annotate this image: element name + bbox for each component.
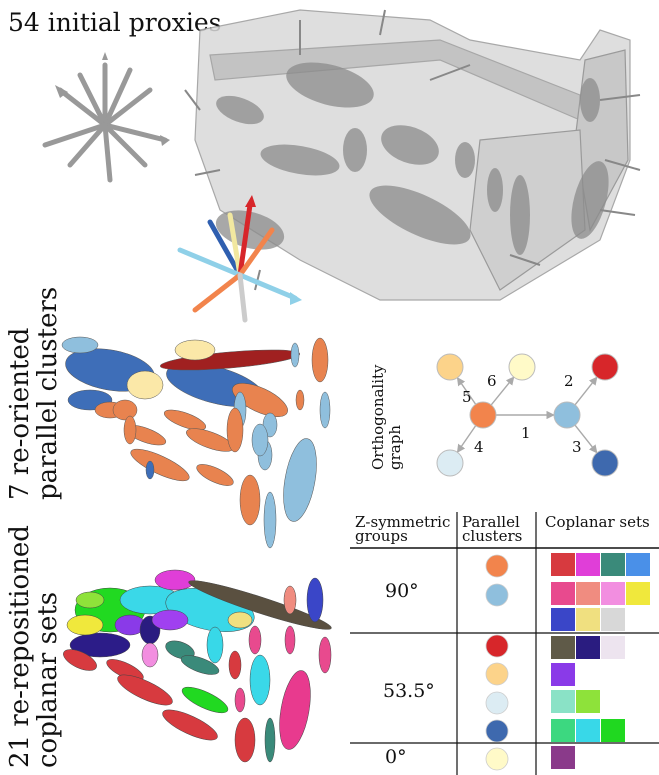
coplanar-set-swatch <box>576 719 600 742</box>
coplanar-set-swatch <box>601 636 625 659</box>
header-clusters-line2: clusters <box>462 527 523 545</box>
coplanar-set-swatch <box>551 636 575 659</box>
graph-edge <box>456 425 477 453</box>
star-arrowhead <box>290 292 302 305</box>
cluster-swatch <box>485 719 509 743</box>
cluster-swatch <box>485 691 509 715</box>
angle-53-5: 53.5° <box>383 680 435 702</box>
coplanar-set-swatch <box>601 608 625 631</box>
cluster-swatch <box>485 634 509 658</box>
initial-proxies-heading: 54 initial proxies <box>8 8 222 37</box>
graph-edge-label: 1 <box>521 424 531 442</box>
coplanar-set-swatch <box>601 582 625 605</box>
star-arrowhead <box>102 52 108 60</box>
header-groups-line1: Z-symmetric <box>355 513 451 531</box>
graph-edge-label: 4 <box>474 438 484 456</box>
graph-edge-label: 5 <box>462 388 472 406</box>
graph-node <box>436 449 464 477</box>
coplanar-set-swatch <box>551 553 575 576</box>
graph-edge <box>574 424 598 454</box>
coplanar-set-swatch <box>626 582 650 605</box>
graph-node <box>591 353 619 381</box>
header-groups: Z-symmetric groups <box>355 513 451 545</box>
star-arrowhead <box>160 135 170 146</box>
angle-0: 0° <box>385 746 407 768</box>
graph-edge-label: 3 <box>572 438 582 456</box>
coplanar-set-swatch <box>576 690 600 713</box>
graph-edge <box>456 377 477 405</box>
coplanar-set-swatch <box>576 553 600 576</box>
coplanar-set-swatch <box>551 608 575 631</box>
header-groups-line2: groups <box>355 527 408 545</box>
angle-90: 90° <box>385 580 419 602</box>
graph-node <box>591 449 619 477</box>
coplanar-ellipses <box>63 569 332 763</box>
cluster-swatch <box>485 747 509 771</box>
header-clusters-line1: Parallel <box>462 513 520 531</box>
coplanar-set-swatch <box>551 719 575 742</box>
graph-node <box>508 353 536 381</box>
graph-node <box>469 401 497 429</box>
coplanar-set-swatch <box>576 582 600 605</box>
graph-node <box>436 353 464 381</box>
coplanar-set-swatch <box>551 663 575 686</box>
graph-edge <box>490 376 515 406</box>
coplanar-set-swatch <box>551 746 575 769</box>
star-arrowhead <box>55 85 68 98</box>
coplanar-set-swatch <box>626 553 650 576</box>
coplanar-set-swatch <box>576 636 600 659</box>
header-clusters: Parallel clusters <box>462 513 523 545</box>
header-sets: Coplanar sets <box>545 513 650 531</box>
coplanar-set-swatch <box>576 608 600 631</box>
coplanar-set-swatch <box>551 690 575 713</box>
graph-edge-label: 2 <box>564 372 574 390</box>
coplanar-set-swatch <box>601 553 625 576</box>
star-arrowhead <box>245 195 256 207</box>
coplanar-set-swatch <box>601 719 625 742</box>
coplanar-set-swatch <box>551 582 575 605</box>
cluster-swatch <box>485 662 509 686</box>
graph-node <box>553 401 581 429</box>
cluster-swatch <box>485 583 509 607</box>
cluster-swatch <box>485 554 509 578</box>
graph-edge-label: 6 <box>487 372 497 390</box>
graph-edge <box>574 376 598 406</box>
cluster-ellipses <box>61 336 331 549</box>
